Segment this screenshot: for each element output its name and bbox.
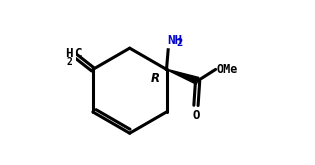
Text: 2: 2 [66, 57, 72, 67]
Text: H: H [65, 47, 72, 60]
Text: NH: NH [167, 34, 182, 47]
Text: O: O [192, 109, 200, 122]
Text: C: C [74, 47, 82, 60]
Text: R: R [151, 72, 160, 85]
Text: OMe: OMe [216, 63, 238, 76]
Text: 2: 2 [177, 38, 183, 48]
Polygon shape [166, 69, 199, 84]
